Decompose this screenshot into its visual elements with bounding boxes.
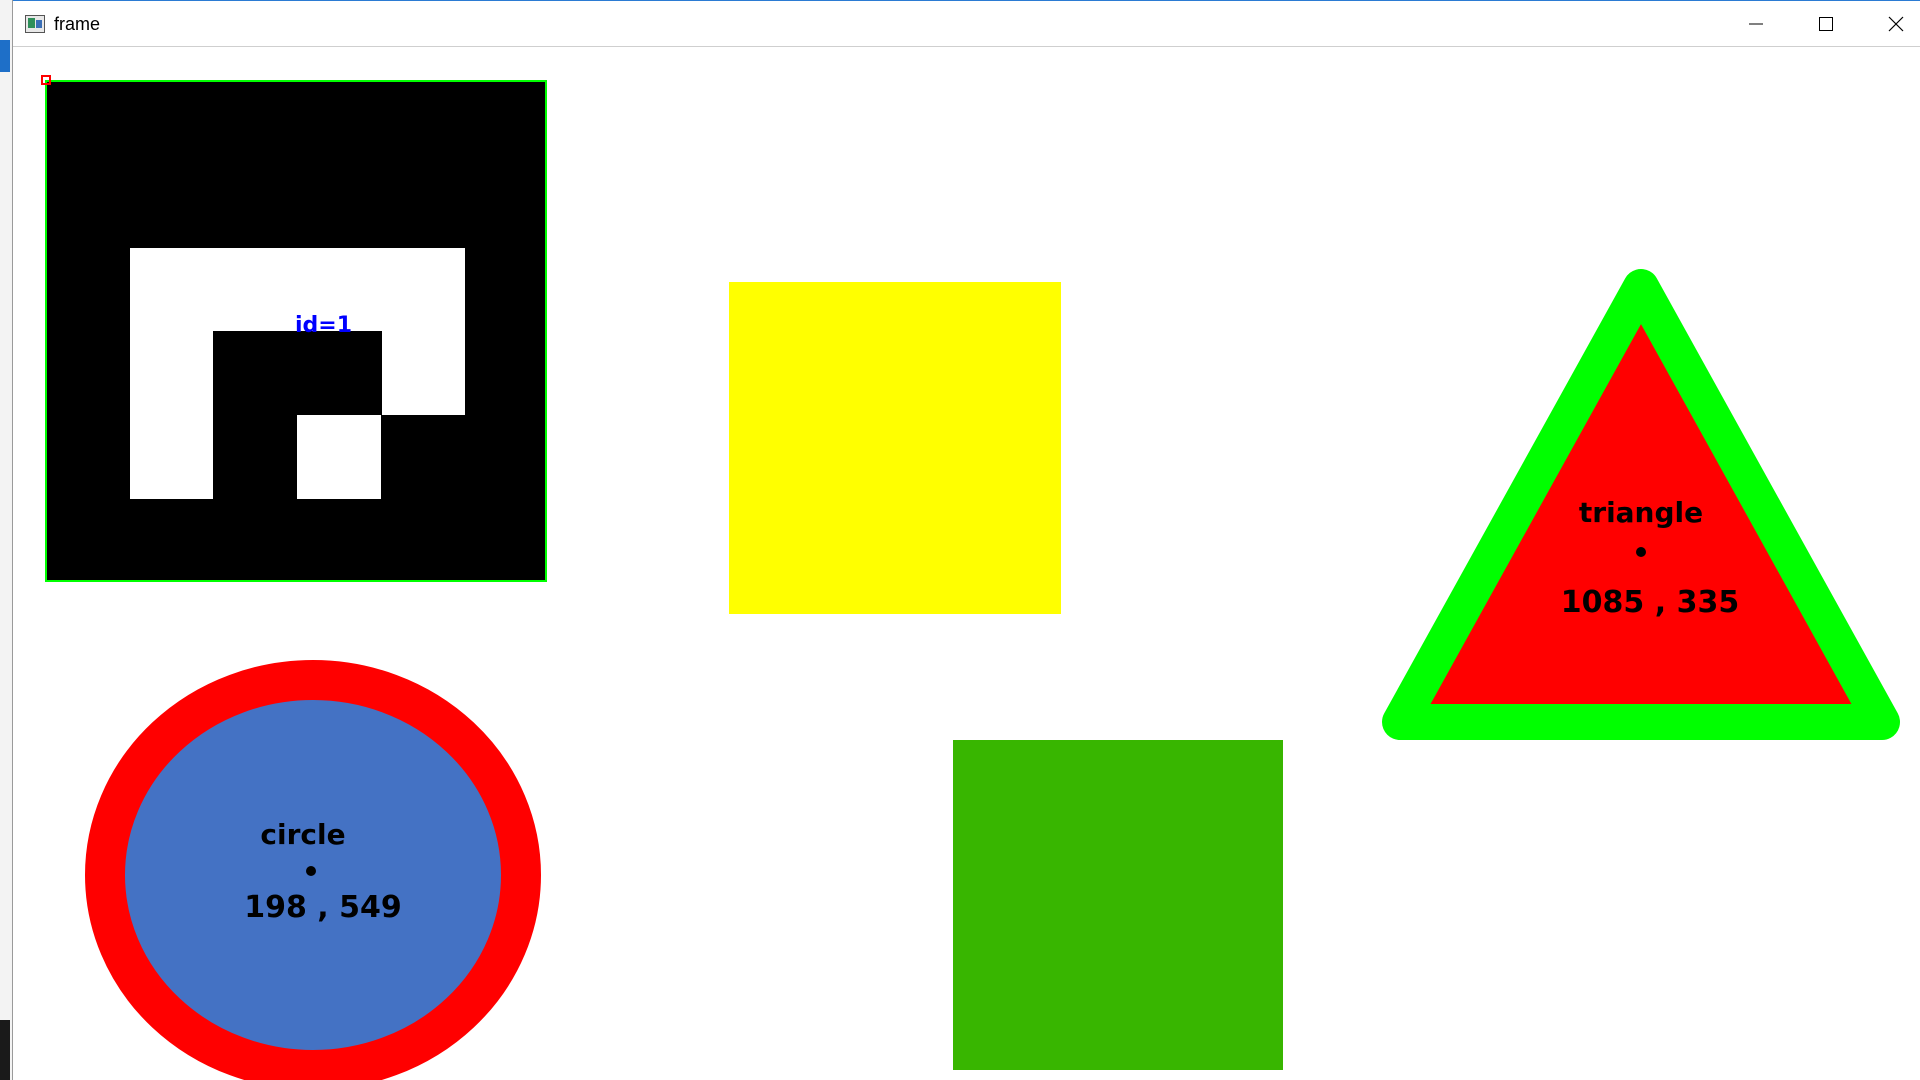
- marker-id-label: id=1: [295, 313, 352, 338]
- marker-outline: [45, 80, 547, 582]
- desktop-dark-fragment: [0, 1020, 10, 1080]
- frame-image: id=1 triangle 1085 , 335 circle 198 , 54…: [41, 75, 1900, 1080]
- triangle-shape: triangle 1085 , 335: [1382, 269, 1900, 740]
- circle-coords: 198 , 549: [244, 890, 402, 925]
- title-bar[interactable]: frame: [13, 0, 1920, 47]
- triangle-centroid: [1636, 547, 1646, 557]
- image-canvas: id=1 triangle 1085 , 335 circle 198 , 54…: [13, 47, 1920, 1080]
- circle-shape: circle 198 , 549: [85, 660, 541, 1080]
- close-button[interactable]: [1862, 1, 1920, 47]
- desktop-taskbar-fragment: [0, 40, 10, 72]
- circle-label: circle: [260, 818, 345, 851]
- app-icon: [25, 15, 45, 33]
- maximize-button[interactable]: [1792, 1, 1862, 47]
- green-square: [953, 740, 1283, 1070]
- yellow-square: [729, 282, 1061, 614]
- maximize-icon: [1819, 17, 1833, 31]
- desktop-edge: [0, 0, 14, 1080]
- aruco-marker: id=1: [41, 75, 547, 582]
- minimize-button[interactable]: [1722, 1, 1792, 47]
- marker-corner-point: [41, 75, 51, 85]
- triangle-label: triangle: [1579, 496, 1703, 529]
- triangle-coords: 1085 , 335: [1561, 585, 1739, 620]
- window-title: frame: [54, 14, 101, 34]
- minimize-icon: [1749, 23, 1763, 25]
- circle-centroid: [306, 866, 316, 876]
- close-icon: [1888, 16, 1904, 32]
- opencv-window: frame: [12, 0, 1920, 1080]
